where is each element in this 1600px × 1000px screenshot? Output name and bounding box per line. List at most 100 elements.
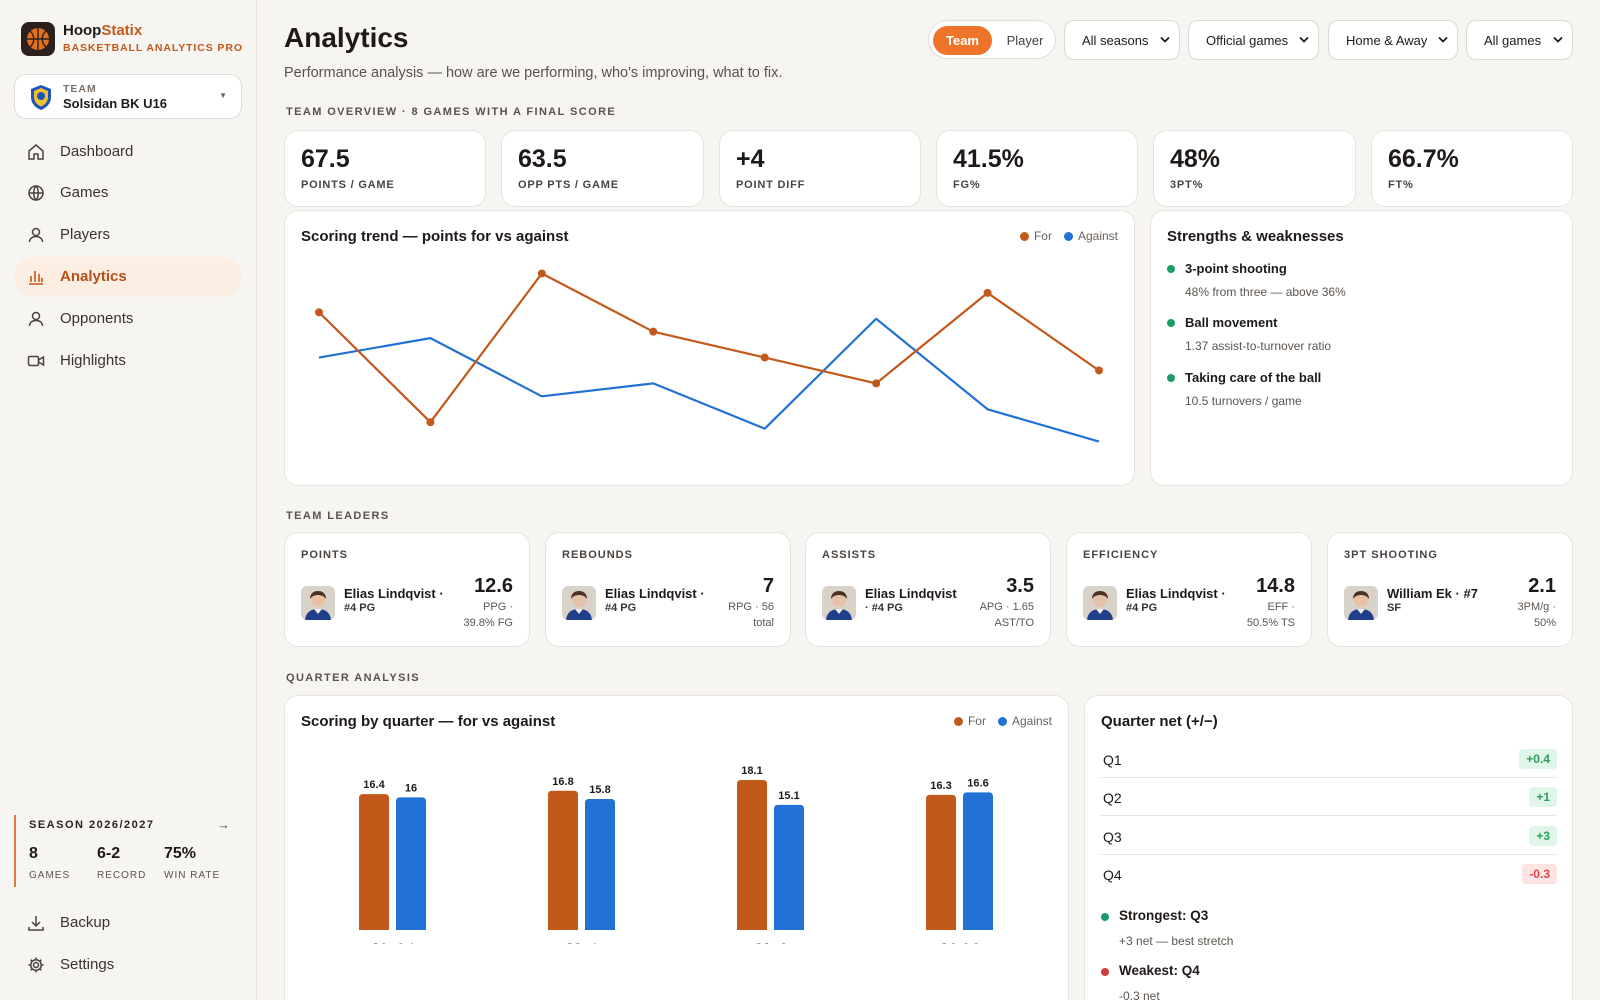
quarter-chart-legend: For Against [953,714,1052,728]
chevron-down-icon [1553,36,1563,43]
avatar [301,586,335,620]
kpi-value: +4 [736,145,765,173]
user-icon [28,227,44,243]
leader-card[interactable]: EFFICIENCY Elias Lindqvist · #4 PG 14.8 … [1066,532,1312,647]
leader-position: #4 PG [344,602,376,614]
location-filter-value: Home & Away [1346,33,1428,48]
bar-against-q3 [774,804,804,930]
leader-detail: APG · 1.65 AST/TO [979,601,1034,629]
team-name: Solsidan BK U16 [63,96,168,111]
nav-item-analytics[interactable]: Analytics [14,257,242,297]
nav-label: Analytics [60,268,127,285]
globe-icon [28,185,44,201]
bar-chart-icon [29,271,43,285]
quarter-label: Q2 [1103,790,1122,806]
leader-card[interactable]: REBOUNDS Elias Lindqvist · #4 PG 7 RPG ·… [545,532,791,647]
leader-card[interactable]: ASSISTS Elias Lindqvist · #4 PG 3.5 APG … [805,532,1051,647]
leader-category: REBOUNDS [562,549,633,561]
leader-card[interactable]: 3PT SHOOTING William Ek · #7 SF 2.1 3PM/… [1327,532,1573,647]
kpi-label: FG% [953,179,981,191]
bar-value-label: 16 [405,782,417,794]
toggle-player[interactable]: Player [1006,33,1044,48]
scoring-trend-card: Scoring trend — points for vs against Fo… [284,210,1135,486]
kpi-label: 3PT% [1170,179,1204,191]
user-icon [28,311,44,327]
leader-category: 3PT SHOOTING [1344,549,1438,561]
scoring-trend-chart [315,269,1103,443]
series-line-against [318,317,1100,443]
leader-card[interactable]: POINTS Elias Lindqvist · #4 PG 12.6 PPG … [284,532,530,647]
quarter-net-title: Quarter net (+/−) [1101,713,1218,730]
nav-item-dashboard[interactable]: Dashboard [14,132,242,172]
kpi-fg-pct: 41.5% FG% [936,130,1138,207]
nav-item-games[interactable]: Games [14,173,242,213]
weakest-title: Weakest: Q4 [1119,963,1200,978]
basketball-logo-icon [21,22,55,56]
quarter-net-row: Q2 +1 [1101,778,1557,816]
season-record-value: 6-2 [97,845,121,862]
main-content: Analytics Performance analysis — how are… [284,0,1574,1000]
leader-value: 3.5 [1006,575,1034,597]
bar-value-label: 15.1 [778,790,799,802]
strength-title: 3-point shooting [1185,261,1287,276]
gear-icon [28,957,44,973]
data-point-for [315,308,323,317]
team-leaders-heading: TEAM LEADERS [286,510,390,522]
leader-position: SF [1387,602,1402,614]
strength-desc: 10.5 turnovers / game [1185,394,1302,408]
quarter-analysis-heading: QUARTER ANALYSIS [286,672,421,684]
game-type-filter-value: Official games [1206,33,1289,48]
bar-value-label: 16.4 [363,779,385,791]
nav-item-highlights[interactable]: Highlights [14,341,242,381]
kpi-opp-points-per-game: 63.5 OPP PTS / GAME [501,130,704,207]
leader-category: POINTS [301,549,348,561]
data-point-for [537,269,546,278]
leader-value: 2.1 [1528,575,1556,597]
quarter-tick-label: Q1 +0.4 [371,941,414,944]
scoring-trend-title: Scoring trend — points for vs against [301,228,569,245]
season-filter-value: All seasons [1082,33,1149,48]
location-filter[interactable]: Home & Away [1328,20,1458,60]
kpi-value: 67.5 [301,145,350,173]
brand-tagline: BASKETBALL ANALYTICS PRO [63,42,243,54]
leader-value: 7 [762,575,774,597]
nav-item-opponents[interactable]: Opponents [14,299,242,339]
season-title: SEASON 2026/2027 [29,819,155,831]
games-filter-value: All games [1484,33,1542,48]
kpi-label: OPP PTS / GAME [518,179,619,191]
nav-label: Highlights [60,352,126,369]
quarter-label: Q1 [1103,752,1122,768]
games-filter[interactable]: All games [1466,20,1573,60]
strengths-weaknesses-card: Strengths & weaknesses 3-point shooting … [1150,210,1573,486]
kpi-value: 48% [1170,145,1221,173]
nav-item-settings[interactable]: Settings [14,945,242,985]
data-point-for [872,379,881,388]
leader-position: #4 PG [605,602,637,614]
leader-detail: RPG · 56 total [728,601,774,629]
bar-against-q2 [585,799,615,930]
season-filter[interactable]: All seasons [1064,20,1180,60]
nav-item-backup[interactable]: Backup [14,903,242,943]
page-subtitle: Performance analysis — how are we perfor… [284,65,783,81]
leader-position: · #4 PG [865,602,903,614]
leader-name: Elias Lindqvist [865,586,957,601]
leader-category: ASSISTS [822,549,877,561]
quarter-tick-label: Q2 +1 [565,941,598,944]
bar-value-label: 16.3 [930,780,951,792]
nav-label: Games [60,184,109,201]
team-selector[interactable]: TEAM Solsidan BK U16 ▼ [14,74,242,119]
quarter-scoring-card: Scoring by quarter — for vs against For … [284,695,1069,1000]
chevron-down-icon: ▼ [219,91,227,100]
game-type-filter[interactable]: Official games [1188,20,1319,60]
nav-item-players[interactable]: Players [14,215,242,255]
toggle-team[interactable]: Team [933,26,992,55]
data-point-for [649,327,658,336]
status-dot [1101,968,1109,976]
strength-desc: 1.37 assist-to-turnover ratio [1185,339,1332,353]
nav-label: Backup [60,914,111,931]
bar-for-q3 [737,780,767,930]
avatar [822,586,856,620]
arrow-right-icon[interactable]: → [217,817,230,832]
legend-for: For [1019,229,1052,243]
nav-label: Dashboard [60,143,134,160]
